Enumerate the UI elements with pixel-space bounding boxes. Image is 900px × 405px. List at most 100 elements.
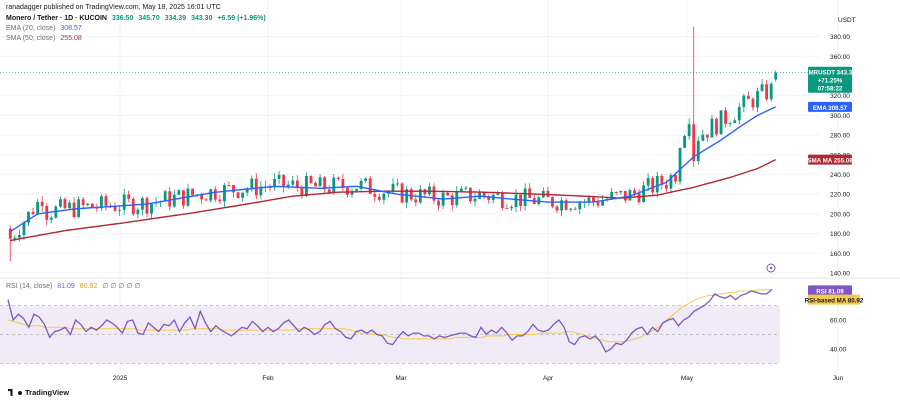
candle-body [523,188,527,206]
candle-body [437,200,440,206]
rsi-legend-icons: ∅ ∅ ∅ ∅ ∅ [102,283,141,290]
candle-body [90,203,94,208]
candle-body [469,187,472,202]
candle-body [674,175,677,182]
candle-body [446,192,450,196]
candle-body [273,178,276,188]
candle-body [500,193,504,209]
candle-body [719,110,723,135]
tradingview-logo[interactable]: TradingView [8,388,69,397]
candle-body [332,177,336,193]
candle-body [400,183,404,203]
candle-body [346,187,349,195]
time-tick-label: Mar [395,375,407,382]
candle-body [737,106,741,121]
candle-body [282,174,286,187]
candle-body [213,189,217,200]
candle-body [573,208,577,210]
candle-body [177,190,181,195]
candle-body [760,84,764,91]
candle-body [318,177,322,187]
candle-body [355,188,358,191]
candle-body [382,193,386,200]
candle-body [560,200,563,211]
candle-body [646,178,650,186]
candle-body [223,185,226,202]
candle-body [701,134,705,141]
ema-badge: EMA 308.57 [808,101,852,112]
rsi-ma-line [7,289,772,343]
candle-body [241,192,245,198]
candle-body [432,186,436,201]
ema-badge-bg [808,101,852,112]
candle-body [81,199,85,206]
candle-body [692,124,696,162]
candle-body [36,201,40,215]
candle-body [209,189,213,201]
candle-body [642,185,646,203]
candle-body [487,196,491,201]
price-tick-label: 300.00 [830,113,850,120]
ema-20-line [9,106,776,233]
candle-body [377,196,381,200]
candle-body [391,183,395,192]
close-value: 343.30 [191,15,213,22]
candle-body [368,178,372,194]
ema-badge-text: EMA 308.57 [813,105,848,112]
rsi-badge-bg [808,285,852,296]
candle-body [232,185,235,193]
sma-badge-text: SMA MA 255.08 [807,158,853,165]
candle-body [765,84,769,100]
candle-body [587,197,591,202]
rsi-badge-text: RSI 81.09 [816,288,844,295]
candle-body [728,123,732,125]
sma-badge-bg [808,154,852,165]
sma-legend[interactable]: SMA (50, close) 255.08 [6,35,82,42]
candle-body [687,124,691,137]
candle-body [664,184,668,189]
candle-body [295,180,299,188]
price-tick-label: 140.00 [830,271,850,278]
time-tick-label: Jun [833,375,844,382]
candle-body [27,211,30,223]
candle-body [286,184,290,187]
candle-body [145,198,149,214]
candle-body [40,201,44,207]
candle-body [314,182,317,187]
price-tick-label: 360.00 [830,54,850,61]
candle-body [592,197,595,202]
candle-body [756,90,759,108]
chart-settings-icon [766,263,776,273]
rsi-tick-label: 60.00 [830,318,847,325]
candle-body [113,206,117,211]
candle-body [136,209,140,215]
last-price-badge-text: +71.25% [818,78,843,85]
price-tick-label: 160.00 [830,251,850,258]
candle-body [418,189,422,203]
low-value: 334.39 [164,15,187,22]
candle-body [655,175,659,193]
price-tick-label: 380.00 [830,34,850,41]
candle-body [774,72,778,80]
price-tick-label: 220.00 [830,192,850,199]
candle-body [633,190,636,194]
candle-body [396,183,399,185]
last-price-badge-text: XMRUSDT 343.30 [804,70,856,77]
rsi-legend[interactable]: RSI (14, close) 81.09 80.92 ∅ ∅ ∅ ∅ ∅ [6,283,141,290]
candle-body [63,199,67,209]
candle-body [464,187,468,189]
price-tick-label: 280.00 [830,133,850,140]
candle-body [336,177,340,180]
candle-body [414,199,418,203]
candle-body [327,189,331,193]
change-value: +6.59 (+1.96%) [217,15,266,22]
candle-body [218,199,222,202]
candle-body [578,202,582,210]
ema-legend[interactable]: EMA (20, close) 308.57 [6,25,82,32]
price-tick-label: 200.00 [830,211,850,218]
candle-body [309,175,313,183]
candle-body [596,201,600,206]
candle-body [268,187,272,189]
candle-body [683,136,687,148]
